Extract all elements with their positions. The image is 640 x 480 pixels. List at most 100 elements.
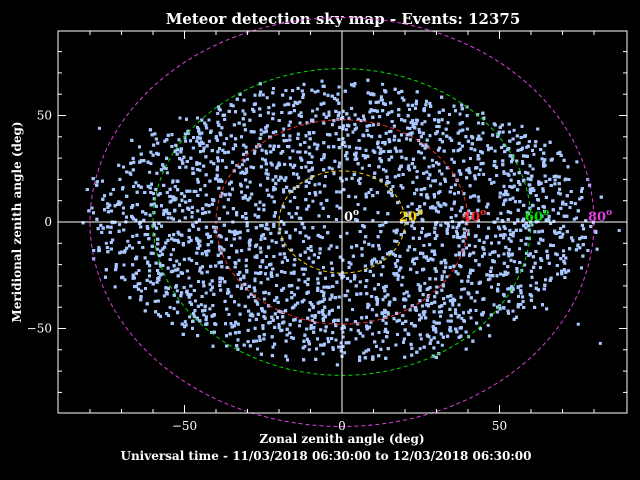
meteor-point [177,232,181,236]
meteor-point [269,161,273,165]
meteor-point [381,82,385,86]
meteor-point [422,171,426,175]
meteor-point [105,268,108,271]
meteor-point [265,96,269,100]
meteor-point [349,262,353,266]
meteor-point [216,165,219,169]
meteor-point [282,190,286,194]
meteor-point [204,291,208,295]
meteor-point [299,111,303,115]
meteor-point [199,188,202,192]
meteor-point [238,270,242,274]
meteor-point [371,355,375,359]
meteor-point [269,231,273,235]
meteor-point [274,241,278,244]
meteor-point [292,318,295,322]
meteor-point [425,170,429,174]
meteor-point [122,228,126,232]
meteor-point [235,213,239,217]
meteor-point [440,304,444,308]
meteor-point [137,269,141,272]
meteor-point [289,163,292,167]
meteor-point [253,93,257,97]
meteor-point [259,132,263,136]
meteor-point [532,152,536,156]
meteor-point [165,171,169,175]
meteor-point [263,290,267,294]
meteor-point [162,294,166,298]
meteor-point [173,185,177,189]
meteor-point [226,198,230,202]
meteor-point [152,197,156,201]
meteor-point [317,310,321,314]
meteor-point [309,324,313,328]
meteor-point [193,309,197,312]
meteor-point [448,326,452,330]
meteor-point [323,92,326,96]
meteor-point [451,300,455,304]
meteor-point [376,145,380,149]
meteor-point [313,183,317,187]
meteor-point [558,192,562,196]
meteor-point [457,224,461,228]
meteor-point [253,149,257,153]
meteor-point [165,312,169,316]
meteor-point [533,230,537,234]
meteor-point [287,212,291,216]
meteor-point [130,138,134,142]
meteor-point [249,130,253,134]
meteor-point [488,334,492,338]
meteor-point [322,121,326,125]
meteor-point [100,230,104,234]
meteor-point [545,307,549,311]
meteor-point [230,230,234,234]
meteor-point [468,184,472,188]
meteor-point [457,169,461,173]
meteor-point [316,337,319,341]
meteor-point [469,316,473,320]
meteor-point [297,176,301,180]
meteor-point [516,303,520,307]
meteor-point [123,278,127,282]
meteor-point [396,333,399,336]
meteor-point [160,204,163,208]
meteor-point [184,139,188,143]
meteor-point [438,182,442,186]
meteor-point [437,310,441,314]
meteor-point [531,187,535,190]
meteor-point [547,218,551,222]
meteor-point [445,230,449,234]
meteor-point [154,187,158,191]
meteor-point [240,163,244,167]
meteor-point [201,265,204,269]
meteor-point [228,332,232,336]
meteor-point [307,181,311,185]
meteor-point [436,148,440,152]
meteor-point [393,175,397,179]
meteor-point [216,120,220,124]
meteor-point [376,235,380,239]
meteor-point [511,234,515,238]
meteor-point [307,340,311,344]
meteor-point [191,326,194,330]
meteor-point [103,194,106,198]
meteor-point [259,183,262,187]
meteor-point [101,197,105,201]
meteor-point [454,270,458,274]
meteor-point [324,175,327,178]
meteor-point [307,348,311,352]
meteor-point [156,152,160,156]
meteor-point [298,324,301,328]
meteor-point [440,343,444,347]
meteor-point [562,214,566,218]
meteor-point [204,225,208,229]
meteor-point [428,286,432,289]
meteor-point [392,124,396,128]
meteor-point [344,177,348,181]
meteor-point [422,156,426,160]
meteor-point [381,339,385,343]
meteor-point [564,256,568,260]
meteor-point [275,273,279,277]
meteor-point [393,262,397,266]
meteor-point [345,231,349,235]
